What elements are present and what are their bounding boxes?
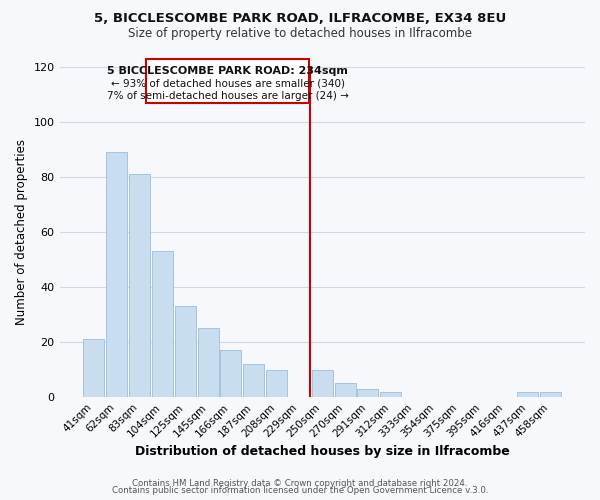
Y-axis label: Number of detached properties: Number of detached properties xyxy=(15,139,28,325)
Bar xyxy=(335,384,356,397)
Bar xyxy=(517,392,538,397)
Bar xyxy=(197,328,218,397)
Bar xyxy=(358,389,379,397)
Bar xyxy=(380,392,401,397)
Bar xyxy=(540,392,561,397)
Bar xyxy=(243,364,264,397)
Text: Contains public sector information licensed under the Open Government Licence v.: Contains public sector information licen… xyxy=(112,486,488,495)
Bar xyxy=(312,370,333,397)
Bar xyxy=(152,252,173,397)
Text: Size of property relative to detached houses in Ilfracombe: Size of property relative to detached ho… xyxy=(128,28,472,40)
FancyBboxPatch shape xyxy=(146,59,309,103)
Text: ← 93% of detached houses are smaller (340): ← 93% of detached houses are smaller (34… xyxy=(110,78,344,88)
X-axis label: Distribution of detached houses by size in Ilfracombe: Distribution of detached houses by size … xyxy=(135,444,509,458)
Bar xyxy=(175,306,196,397)
Text: 7% of semi-detached houses are larger (24) →: 7% of semi-detached houses are larger (2… xyxy=(107,90,349,101)
Bar xyxy=(106,152,127,397)
Bar xyxy=(83,340,104,397)
Text: 5, BICCLESCOMBE PARK ROAD, ILFRACOMBE, EX34 8EU: 5, BICCLESCOMBE PARK ROAD, ILFRACOMBE, E… xyxy=(94,12,506,26)
Bar xyxy=(129,174,150,397)
Bar xyxy=(266,370,287,397)
Text: Contains HM Land Registry data © Crown copyright and database right 2024.: Contains HM Land Registry data © Crown c… xyxy=(132,478,468,488)
Text: 5 BICCLESCOMBE PARK ROAD: 234sqm: 5 BICCLESCOMBE PARK ROAD: 234sqm xyxy=(107,66,348,76)
Bar xyxy=(220,350,241,397)
